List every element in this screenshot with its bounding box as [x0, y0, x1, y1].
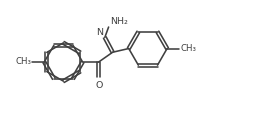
- Text: O: O: [95, 81, 102, 90]
- Text: CH₃: CH₃: [180, 44, 196, 53]
- Text: CH₃: CH₃: [15, 58, 31, 66]
- Text: NH₂: NH₂: [110, 17, 128, 26]
- Text: N: N: [97, 28, 104, 37]
